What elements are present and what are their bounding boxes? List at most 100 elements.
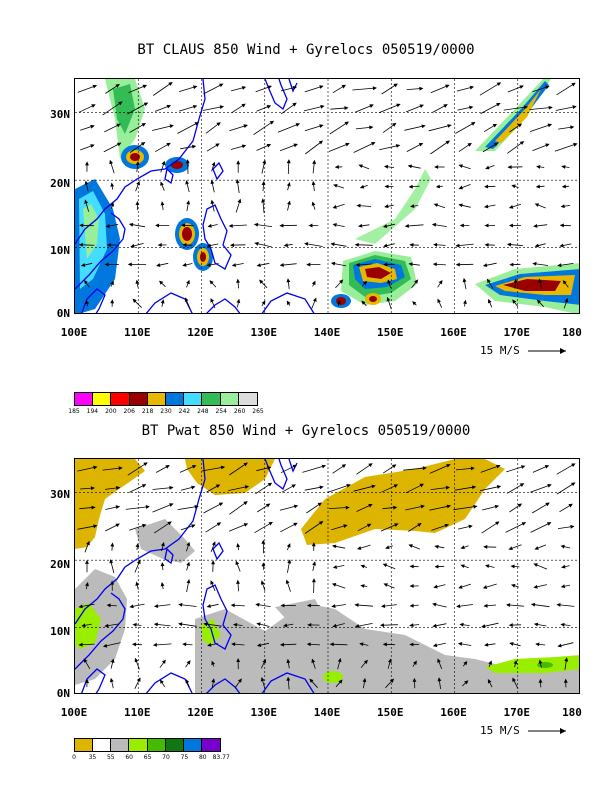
wind-vector-head: [482, 585, 488, 589]
wind-vector-head: [435, 184, 441, 189]
cloud-streak-ne-core: [495, 89, 541, 143]
cloud-band-mid: [355, 169, 431, 244]
wind-vector-head: [457, 642, 463, 646]
wind-vector-head: [437, 677, 442, 682]
p1-ylabel-30: 30N: [50, 108, 70, 121]
wind-vector-head: [236, 298, 241, 304]
wind-vector-head: [243, 501, 248, 506]
wind-vector-head: [362, 280, 367, 286]
wind-vector-head: [81, 623, 86, 628]
wind-vector-head: [261, 198, 265, 203]
wind-vector-head: [287, 559, 292, 564]
wind-vector: [429, 505, 451, 511]
wind-vector-head: [506, 242, 512, 247]
x-axis-label: 120E: [187, 326, 214, 339]
cloud-cell-b-core: [171, 161, 183, 169]
wind-vector-head: [160, 542, 165, 547]
wind-vector-head: [334, 165, 339, 169]
wind-vector-head: [508, 546, 513, 550]
wind-vector: [303, 105, 324, 112]
wind-vector-head: [561, 165, 566, 169]
wind-vector-head: [311, 578, 316, 583]
wind-vector-head: [286, 658, 291, 664]
wind-vector: [153, 521, 172, 534]
wind-vector-head: [206, 262, 211, 267]
wind-vector: [329, 121, 349, 135]
colorbar-label: 75: [180, 754, 189, 761]
wind-vector: [556, 463, 576, 475]
x-axis-label: 110E: [124, 706, 151, 719]
wind-vector: [152, 487, 173, 490]
wind-vector-head: [519, 85, 524, 89]
coast-philippines: [202, 584, 232, 650]
wind-vector-head: [484, 242, 489, 247]
x-axis-label: 130E: [250, 326, 278, 339]
wind-vector-head: [446, 464, 451, 468]
wind-vector-head: [343, 524, 348, 529]
wind-vector-head: [356, 203, 361, 208]
wind-vector: [203, 502, 223, 514]
wind-vector-head: [407, 164, 413, 169]
colorbar-swatch: [147, 739, 166, 751]
wind-vector-head: [385, 545, 390, 550]
p2-ylabel-0: 0N: [56, 687, 70, 700]
wind-vector-head: [319, 85, 324, 89]
wind-vector-head: [319, 485, 324, 490]
wind-vector-head: [237, 198, 242, 204]
wind-vector: [201, 466, 225, 472]
wind-vector-head: [317, 502, 322, 507]
wind-vector-head: [355, 262, 360, 267]
wind-vector-head: [507, 165, 512, 170]
wind-vector: [355, 104, 374, 113]
wind-vector-head: [285, 579, 290, 584]
wind-vector-head: [286, 300, 291, 306]
colorbar-swatch: [93, 393, 112, 405]
wind-vector-head: [142, 523, 147, 528]
wind-vector-head: [206, 604, 211, 608]
wind-vector-head: [78, 642, 83, 647]
colorbar-swatch: [75, 393, 94, 405]
wind-vector-head: [191, 524, 196, 528]
wind-vector-head: [382, 224, 388, 229]
x-axis-label: 170E: [503, 326, 531, 339]
wind-vector-head: [243, 124, 248, 129]
wind-vector-head: [260, 676, 265, 682]
pwat-map-graphic: [75, 459, 579, 693]
wind-vector-head: [487, 298, 492, 304]
wind-vector-head: [85, 582, 89, 587]
coast-philippines: [202, 204, 232, 270]
colorbar-label: 242: [178, 408, 191, 415]
wind-vector-head: [136, 677, 141, 682]
wind-vector-head: [519, 141, 525, 145]
wind-vector-head: [286, 543, 291, 548]
wind-vector-head: [354, 603, 359, 607]
wind-vector-head: [293, 504, 299, 509]
wind-vector-head: [160, 201, 165, 206]
wind-vector-head: [93, 465, 98, 470]
wind-vector-head: [548, 105, 553, 110]
cloud-region-north-inner: [113, 84, 135, 134]
colorbar-swatch: [165, 739, 184, 751]
wind-vector-head: [309, 678, 314, 683]
colorbar-swatch: [111, 739, 130, 751]
wind-vector-head: [118, 101, 123, 106]
wind-vector-head: [513, 278, 518, 283]
wind-vector: [379, 144, 400, 151]
coast-mainland: [75, 459, 206, 625]
wind-vector-head: [468, 524, 473, 529]
wind-vector-head: [130, 243, 135, 248]
wind-vector-head: [538, 278, 543, 283]
wind-vector-head: [84, 199, 89, 204]
x-axis-label: 140E: [313, 706, 341, 719]
wind-vector-head: [546, 522, 552, 526]
wind-vector-head: [211, 678, 216, 683]
wind-vector-head: [244, 485, 250, 489]
wind-vector-head: [129, 604, 134, 609]
wind-vector-head: [311, 542, 316, 547]
wind-vector-head: [358, 223, 363, 228]
wind-vector-head: [496, 485, 502, 489]
wind-vector: [530, 522, 551, 533]
wind-vector-head: [563, 678, 568, 683]
coast-sulawesi: [206, 678, 241, 693]
pwat-dry-central: [301, 459, 505, 545]
